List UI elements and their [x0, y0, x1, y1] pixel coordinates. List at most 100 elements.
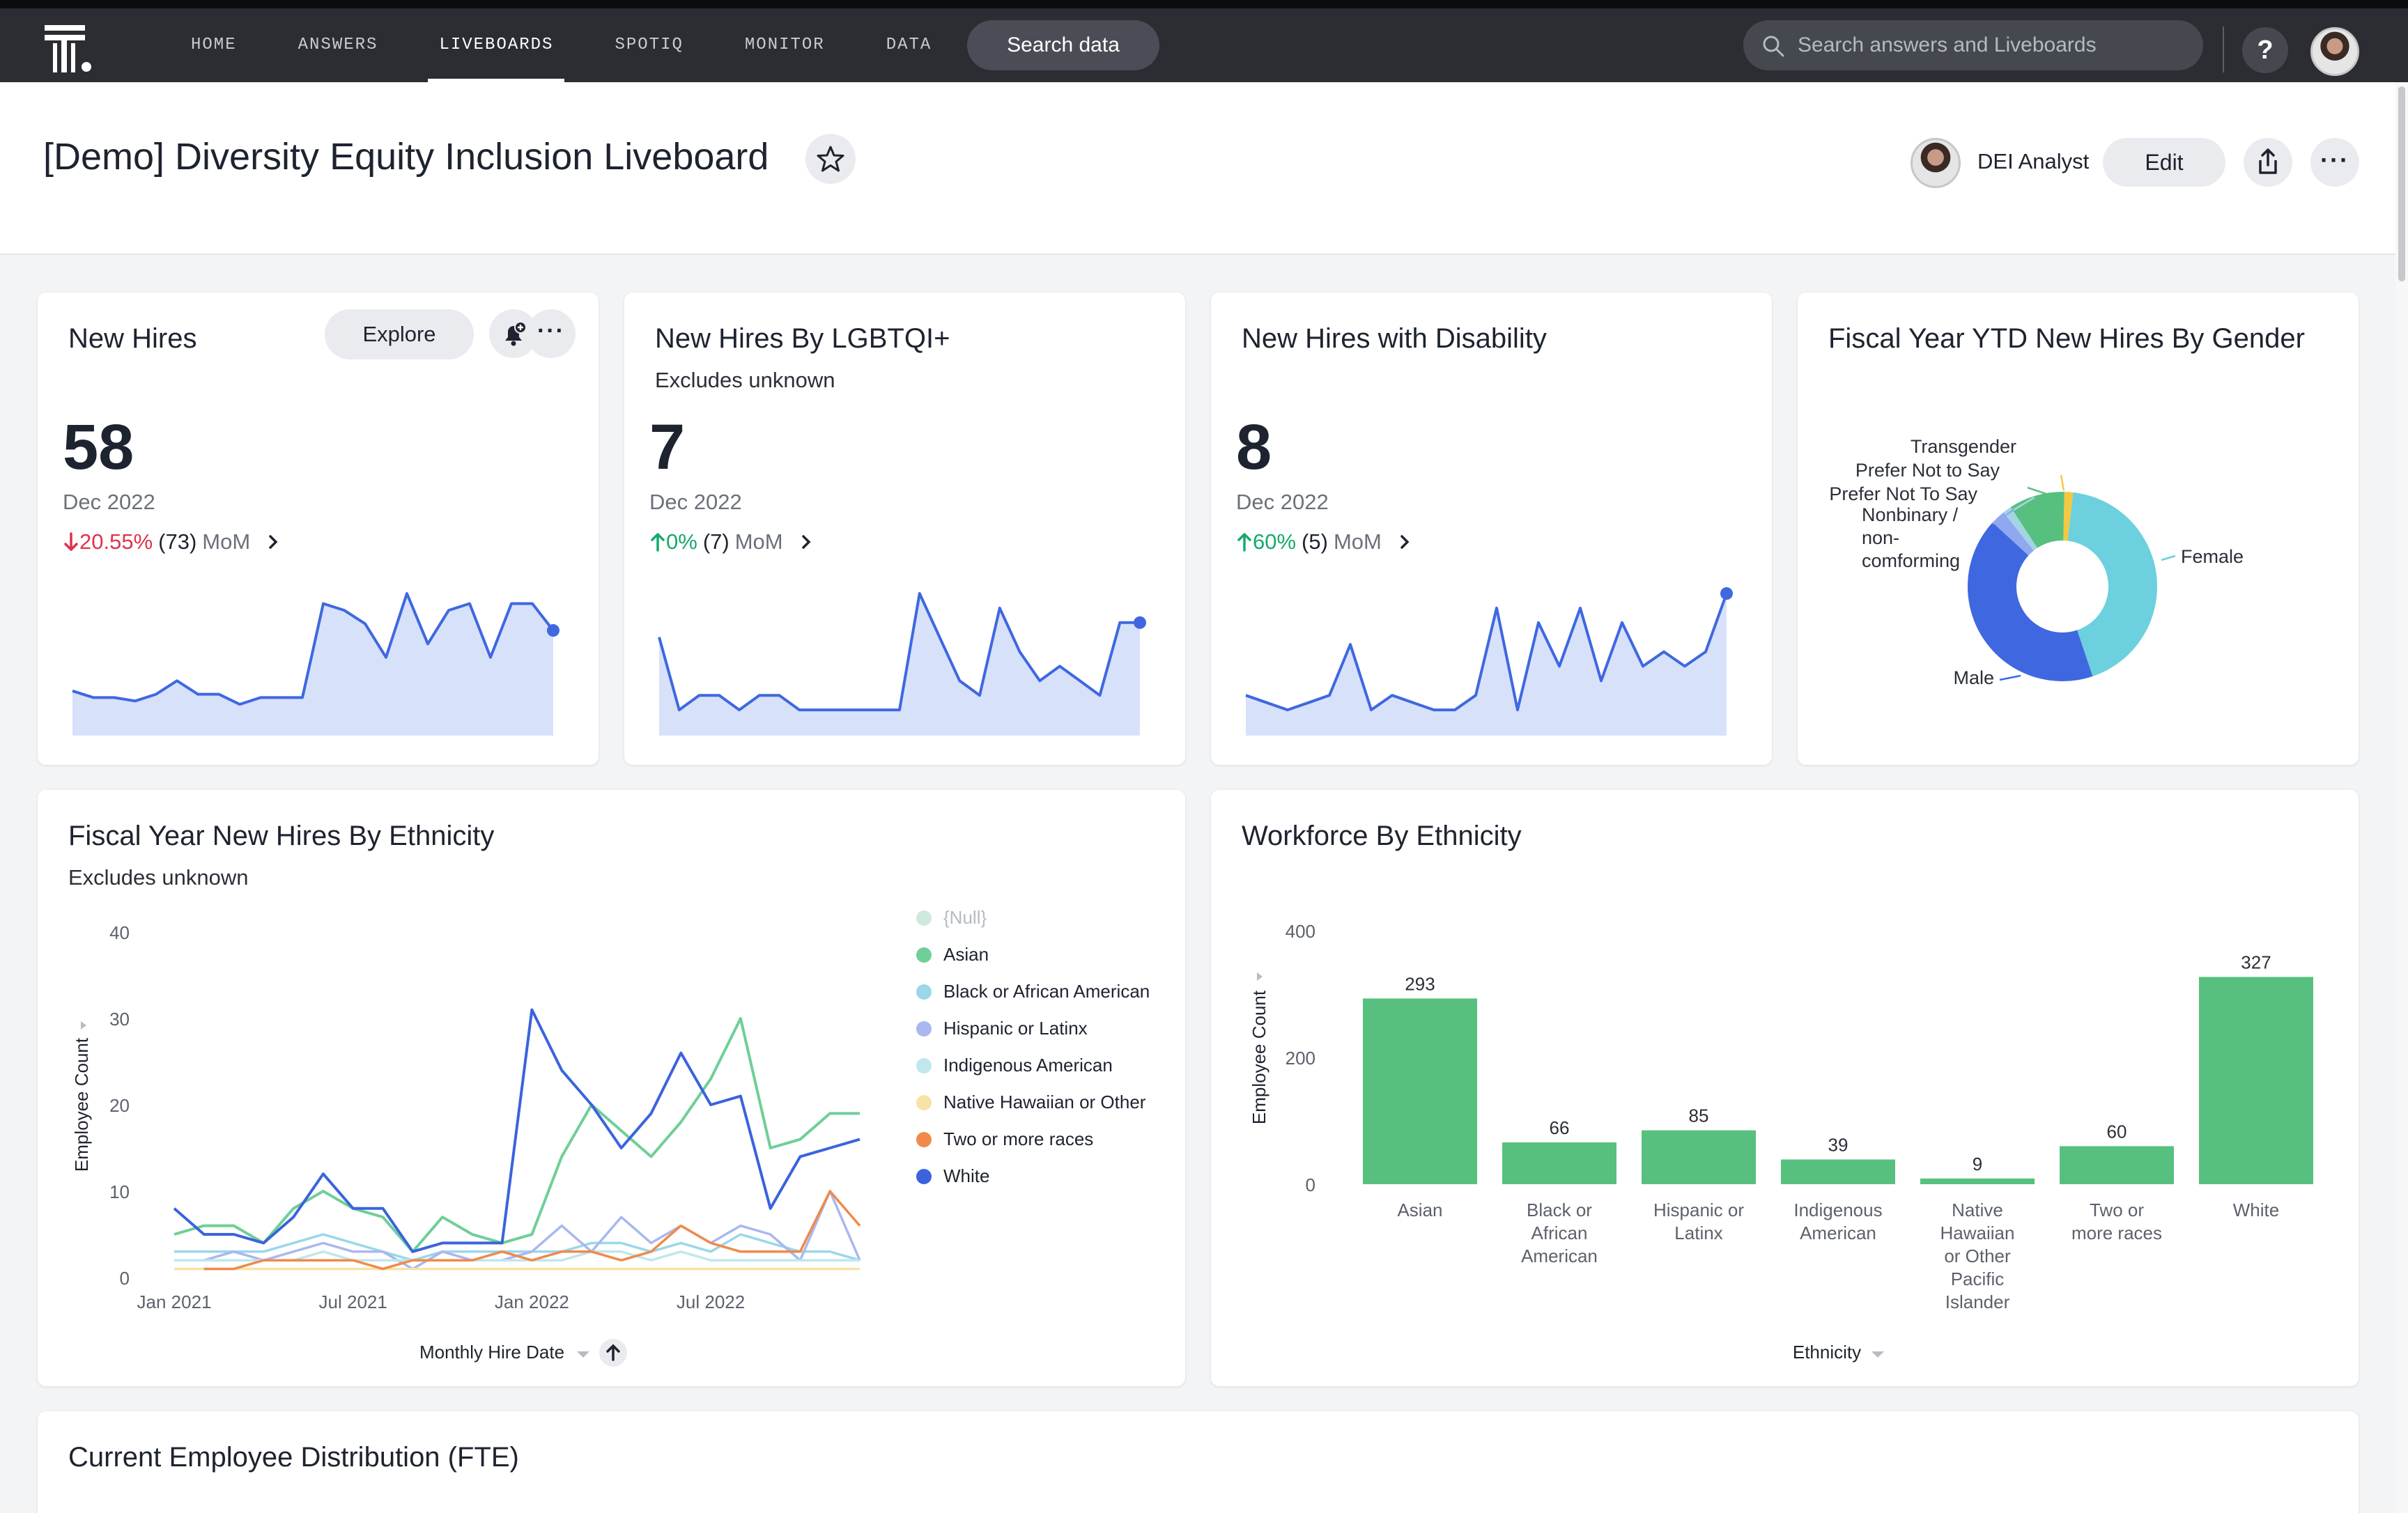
x-tick-label: Hispanic or Latinx [1653, 1200, 1744, 1243]
card-title: New Hires with Disability [1242, 323, 1547, 354]
x-tick-label: Black or African American [1521, 1200, 1598, 1266]
x-axis-sort-dropdown-icon [577, 1351, 589, 1358]
sparkline-line [658, 592, 1140, 712]
x-tick-label: Asian [1397, 1200, 1442, 1220]
nav-home[interactable]: HOME [191, 36, 237, 54]
donut-slice [2063, 492, 2074, 541]
workforce-bar-chart: 0 200 400 Employee Count 293 Asian 66 Black or A… [1249, 921, 2313, 1363]
arrow-up-icon [651, 533, 665, 552]
thoughtspot-logo-icon[interactable] [43, 24, 93, 74]
chevron-right-icon [269, 535, 278, 549]
kpi-change[interactable]: 0% (7) MoM [649, 529, 817, 554]
donut-label-female: Female [2181, 546, 2244, 567]
sparkline-area [659, 593, 1140, 736]
legend-label: Black or African American [943, 981, 1150, 1002]
donut-leader-line [2027, 486, 2049, 496]
share-icon [2259, 148, 2277, 174]
sparkline-last-point [1134, 616, 1146, 629]
bar-value-label: 85 [1689, 1105, 1709, 1126]
help-button[interactable]: ? [2242, 27, 2288, 73]
y-tick-label: 40 [109, 922, 130, 943]
workforce-bar-card[interactable]: Workforce By Ethnicity 0 200 400 Employee C… [1211, 790, 2359, 1386]
scrollbar-thumb[interactable] [2398, 86, 2405, 281]
card-more-button[interactable]: ··· [527, 309, 576, 358]
explore-button[interactable]: Explore [325, 309, 474, 359]
series-line [173, 1017, 860, 1253]
favorite-button[interactable] [805, 134, 856, 184]
nav-data[interactable]: DATA [886, 36, 932, 54]
kpi-card-new-hires-disability[interactable]: New Hires with Disability 8 Dec 2022 60%… [1211, 293, 1772, 765]
ethnicity-line-card[interactable]: Fiscal Year New Hires By Ethnicity Exclu… [38, 790, 1185, 1386]
nav-divider [2223, 26, 2224, 72]
kpi-value: 58 [63, 412, 134, 483]
legend-swatch [916, 910, 932, 926]
bar-value-label: 293 [1405, 973, 1435, 994]
gender-donut-card[interactable]: Fiscal Year YTD New Hires By Gender Fema… [1798, 293, 2359, 765]
y-tick-label: 30 [109, 1009, 130, 1030]
page-scrollbar[interactable] [2395, 82, 2408, 1513]
page-title: [Demo] Diversity Equity Inclusion Livebo… [43, 136, 769, 178]
bar [1781, 1159, 1895, 1184]
kpi-card-new-hires-lgbtqi[interactable]: New Hires By LGBTQI+ Excludes unknown 7 … [624, 293, 1185, 765]
distribution-card[interactable]: Current Employee Distribution (FTE) [38, 1411, 2359, 1513]
legend-swatch [916, 984, 932, 1000]
bar-value-label: 39 [1828, 1135, 1849, 1156]
arrow-down-icon [64, 532, 78, 551]
search-data-button[interactable]: Search data [967, 20, 1159, 70]
kpi-date: Dec 2022 [649, 490, 742, 514]
donut-slice [2010, 492, 2064, 548]
x-tick-label: Jul 2021 [319, 1291, 387, 1312]
star-icon [817, 146, 844, 172]
legend-swatch [916, 1169, 932, 1184]
edit-button[interactable]: Edit [2103, 138, 2225, 187]
nav-monitor[interactable]: MONITOR [744, 36, 825, 54]
kpi-change-absolute: (73) [158, 529, 197, 554]
legend-label: White [943, 1165, 989, 1186]
donut-label-prefer-not-to-say-alt: Prefer Not to Say [1855, 460, 2000, 481]
nav-liveboards[interactable]: LIVEBOARDS [428, 8, 565, 82]
top-navigation-bar: HOME ANSWERS LIVEBOARDS SPOTIQ MONITOR D… [0, 0, 2408, 82]
y-axis-label: Employee Count [71, 1037, 92, 1172]
liveboard-more-button[interactable]: ··· [2310, 138, 2359, 187]
bar-value-label: 60 [2107, 1121, 2127, 1142]
nav-answers[interactable]: ANSWERS [298, 36, 378, 54]
kpi-date: Dec 2022 [1236, 490, 1329, 514]
global-search-box[interactable] [1743, 20, 2203, 70]
owner-name: DEI Analyst [1977, 149, 2090, 173]
kpi-change-percent: 20.55% [79, 529, 153, 554]
x-tick-label: Two or more races [2071, 1200, 2162, 1243]
bar-value-label: 66 [1550, 1117, 1570, 1138]
y-axis-label: Employee Count [1249, 990, 1269, 1124]
x-axis-label: Monthly Hire Date [419, 1342, 564, 1363]
kpi-change-period: MoM [202, 529, 251, 554]
sparkline-last-point [547, 624, 559, 637]
x-tick-label: Jan 2021 [137, 1291, 212, 1312]
chevron-right-icon [1400, 535, 1410, 549]
nav-spotiq[interactable]: SPOTIQ [615, 36, 684, 54]
global-search-input[interactable] [1798, 20, 2188, 70]
legend-label: Native Hawaiian or Other [943, 1092, 1146, 1112]
legend-label: {Null} [943, 907, 987, 928]
card-title: New Hires By LGBTQI+ [655, 323, 950, 354]
kpi-change[interactable]: 60% (5) MoM [1236, 529, 1415, 554]
bar-value-label: 327 [2241, 952, 2271, 972]
card-subtitle: Excludes unknown [655, 368, 835, 392]
kpi-card-new-hires[interactable]: New Hires Explore ··· 58 Dec 2022 20.55%… [38, 293, 599, 765]
card-title: Current Employee Distribution (FTE) [68, 1442, 519, 1473]
bar-value-label: 9 [1973, 1154, 1982, 1174]
legend-swatch [916, 1132, 932, 1147]
kpi-change-percent: 60% [1253, 529, 1297, 554]
kpi-value: 8 [1236, 412, 1272, 483]
donut-leader-line [2161, 554, 2176, 561]
share-button[interactable] [2244, 138, 2292, 187]
user-avatar[interactable] [2310, 27, 2359, 76]
donut-slice [2003, 507, 2038, 551]
y-axis-expand-icon [1257, 972, 1263, 981]
main-nav: HOME ANSWERS LIVEBOARDS SPOTIQ MONITOR D… [160, 8, 962, 82]
bar [1363, 998, 1477, 1184]
kpi-change[interactable]: 20.55% (73) MoM [63, 529, 284, 554]
x-axis-sort-dropdown-icon [1871, 1351, 1884, 1358]
legend-swatch [916, 1095, 932, 1110]
sparkline-area [1246, 593, 1727, 736]
card-subtitle: Excludes unknown [68, 865, 249, 890]
